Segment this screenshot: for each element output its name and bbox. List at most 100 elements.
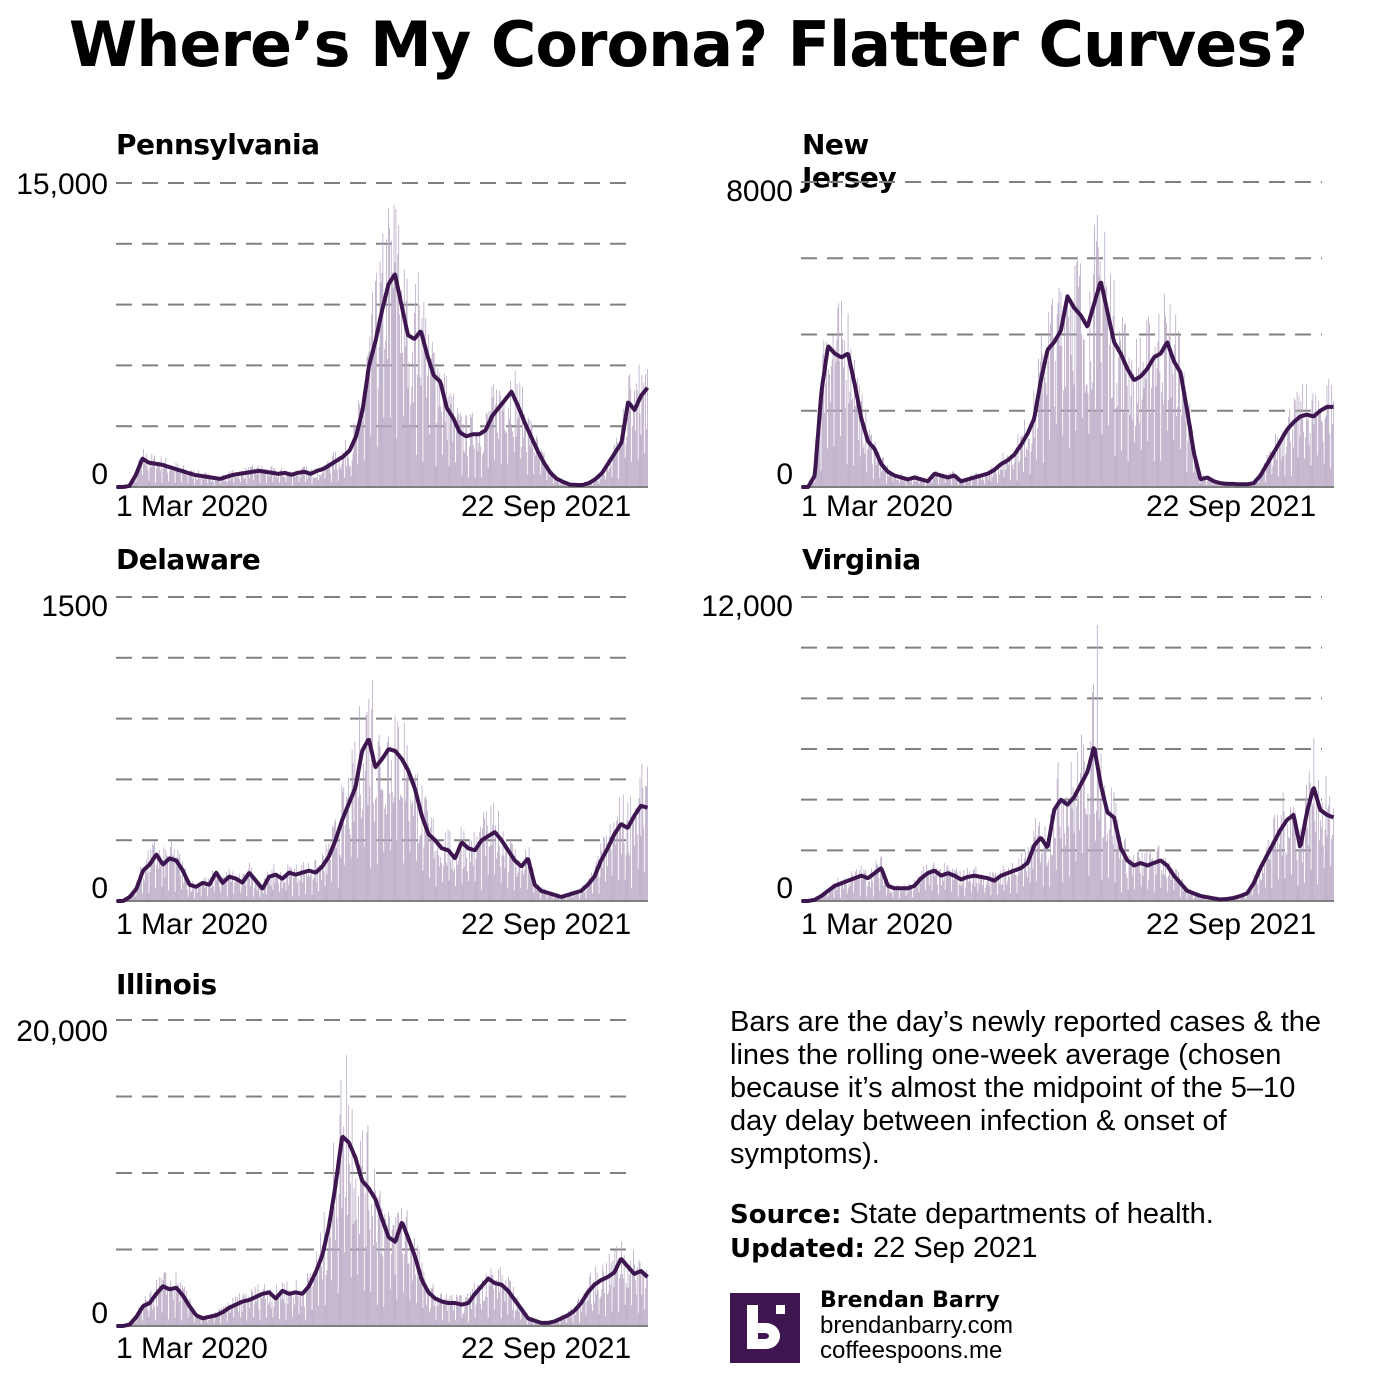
bar bbox=[864, 454, 866, 487]
bar bbox=[486, 1297, 488, 1326]
bar bbox=[199, 886, 201, 901]
bar bbox=[896, 480, 897, 487]
x-tick-end: 22 Sep 2021 bbox=[461, 1332, 632, 1365]
bar bbox=[978, 473, 980, 487]
explanatory-note: Bars are the day’s newly reported cases … bbox=[730, 1006, 1350, 1171]
bar bbox=[903, 884, 905, 901]
bar bbox=[517, 419, 519, 487]
bar bbox=[1002, 452, 1004, 487]
bar bbox=[1187, 441, 1189, 487]
bar bbox=[276, 873, 278, 901]
bar bbox=[606, 470, 607, 487]
bar bbox=[383, 851, 385, 901]
bar bbox=[274, 468, 276, 487]
bar bbox=[936, 868, 938, 901]
bar bbox=[1162, 874, 1164, 901]
bar bbox=[203, 1315, 205, 1326]
bar bbox=[219, 1308, 221, 1326]
bar bbox=[477, 1284, 479, 1326]
bar bbox=[416, 1245, 418, 1326]
bar bbox=[540, 888, 542, 901]
bar bbox=[1318, 779, 1319, 901]
bar bbox=[414, 1238, 415, 1326]
bar bbox=[1272, 465, 1274, 487]
bar bbox=[914, 481, 916, 487]
bar bbox=[1267, 840, 1269, 901]
bar bbox=[644, 453, 646, 487]
bar bbox=[946, 478, 948, 487]
bar bbox=[486, 825, 488, 901]
bar bbox=[1162, 382, 1164, 487]
bar bbox=[1093, 683, 1094, 901]
bar bbox=[322, 856, 324, 901]
brand-link-site[interactable]: brendanbarry.com bbox=[820, 1312, 1013, 1339]
bar bbox=[371, 1204, 373, 1326]
bar bbox=[917, 876, 919, 901]
bar bbox=[1195, 893, 1197, 901]
bar bbox=[634, 807, 636, 901]
bar bbox=[919, 477, 921, 487]
bar bbox=[829, 891, 830, 901]
bar bbox=[374, 346, 375, 487]
bar bbox=[594, 865, 596, 901]
bar bbox=[273, 1306, 275, 1326]
bar bbox=[987, 479, 989, 487]
bar bbox=[464, 452, 466, 487]
bar bbox=[1050, 814, 1052, 901]
bar bbox=[1179, 877, 1180, 901]
bar bbox=[181, 482, 183, 487]
bar bbox=[1147, 441, 1149, 487]
bar bbox=[497, 851, 498, 901]
bar bbox=[469, 839, 470, 901]
bar bbox=[1252, 889, 1254, 901]
bar bbox=[1247, 892, 1248, 901]
bar bbox=[210, 1315, 211, 1326]
bar bbox=[1109, 810, 1111, 901]
bar bbox=[187, 483, 189, 487]
bar bbox=[396, 1299, 398, 1326]
bar bbox=[365, 715, 367, 901]
bar bbox=[626, 820, 628, 901]
bar bbox=[871, 464, 873, 487]
bar bbox=[600, 478, 602, 487]
bar bbox=[135, 896, 137, 901]
bar bbox=[634, 845, 635, 901]
bar bbox=[1102, 838, 1104, 901]
bar bbox=[243, 873, 245, 901]
bar bbox=[1323, 868, 1325, 901]
bar bbox=[470, 1308, 472, 1326]
bar bbox=[371, 709, 373, 901]
bar bbox=[1235, 897, 1237, 901]
bar bbox=[443, 1303, 444, 1326]
bar bbox=[211, 1315, 213, 1326]
bar bbox=[566, 896, 568, 901]
bar bbox=[265, 468, 266, 487]
bar bbox=[231, 478, 233, 487]
bar bbox=[466, 857, 468, 901]
brand-link-blog[interactable]: coffeespoons.me bbox=[820, 1337, 1003, 1364]
bar bbox=[946, 865, 948, 901]
bar bbox=[302, 882, 304, 901]
y-tick-zero: 0 bbox=[776, 872, 793, 905]
bar bbox=[642, 392, 644, 487]
bar bbox=[1180, 415, 1182, 487]
bar bbox=[435, 465, 437, 487]
bar bbox=[1074, 797, 1076, 901]
bar bbox=[862, 448, 864, 487]
bar bbox=[447, 396, 449, 487]
bar bbox=[999, 870, 1001, 901]
bar bbox=[969, 871, 970, 901]
bar bbox=[614, 1250, 616, 1326]
bar bbox=[1064, 833, 1066, 901]
bar bbox=[871, 880, 873, 901]
bar bbox=[444, 832, 446, 901]
bar bbox=[1327, 404, 1329, 487]
bar bbox=[470, 417, 472, 487]
bar bbox=[1081, 853, 1083, 901]
bar bbox=[389, 1289, 391, 1326]
bar bbox=[238, 873, 240, 901]
bar bbox=[247, 470, 249, 487]
bar bbox=[1185, 421, 1187, 487]
bar bbox=[1044, 367, 1046, 487]
bar bbox=[633, 817, 634, 901]
